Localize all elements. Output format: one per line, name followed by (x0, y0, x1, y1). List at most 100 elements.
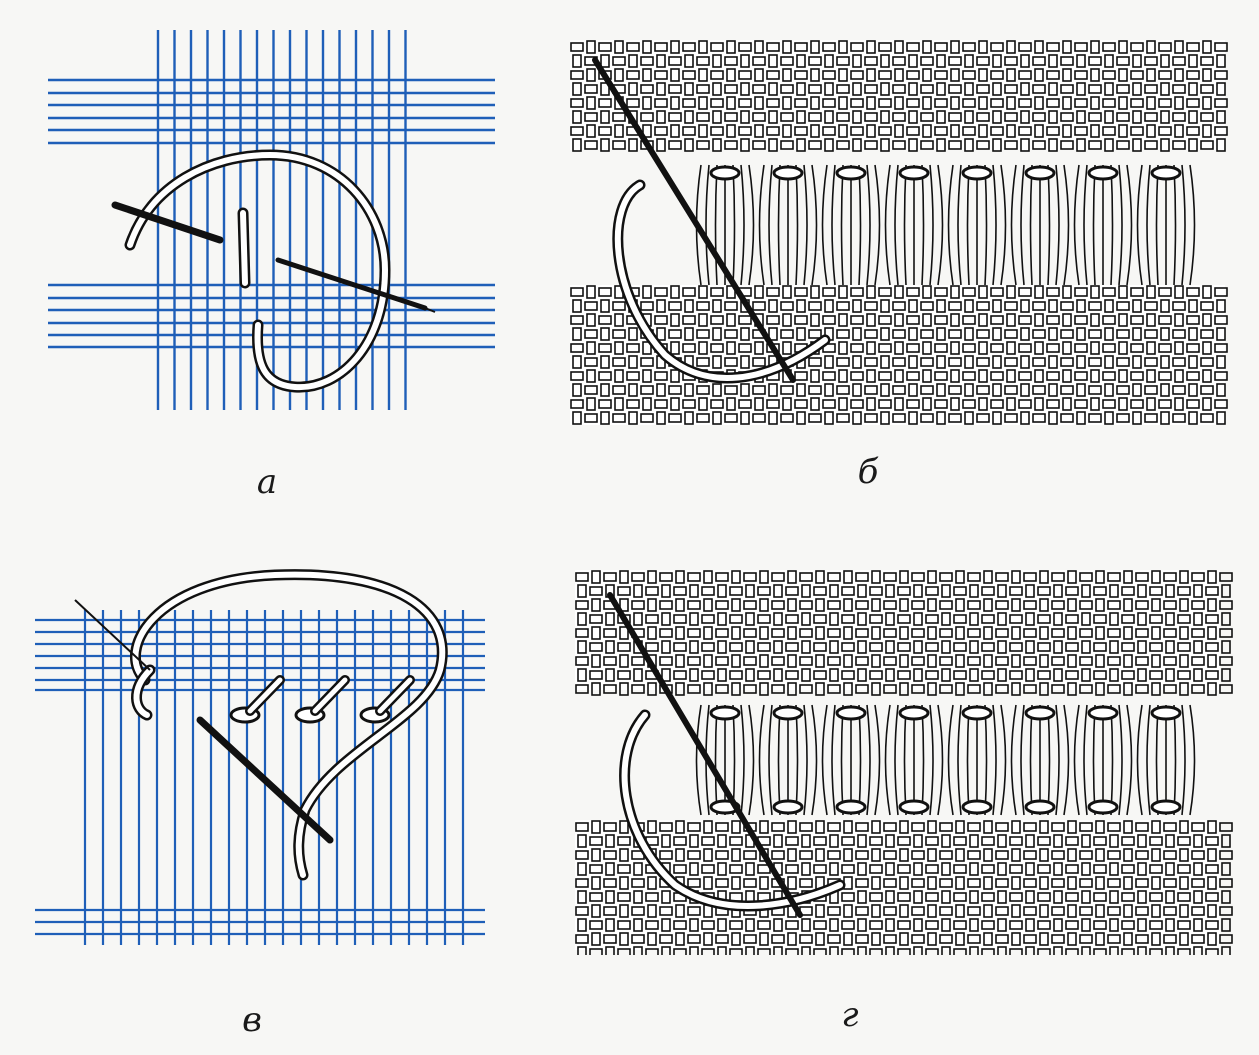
weave-cell (836, 301, 850, 311)
weave-cell (698, 313, 708, 327)
weave-cell (810, 40, 820, 54)
weave-cell (1034, 313, 1044, 327)
weave-cell (759, 626, 769, 640)
weave-cell (878, 126, 892, 136)
weave-cell (920, 56, 934, 66)
weave-cell (740, 138, 750, 152)
weave-cell (1088, 357, 1102, 367)
weave-cell (703, 876, 713, 890)
weave-cell (1144, 357, 1158, 367)
weave-cell (936, 355, 946, 369)
weave-cell (698, 341, 708, 355)
weave-cell (1163, 600, 1177, 610)
weave-cell (995, 906, 1009, 916)
weave-cell (1046, 42, 1060, 52)
weave-cell (1202, 369, 1212, 383)
weave-cell (983, 682, 993, 696)
weave-cell (955, 570, 965, 584)
weave-cell (696, 140, 710, 150)
weave-cell (1193, 834, 1203, 848)
weave-cell (780, 413, 794, 423)
weave-cell (1032, 301, 1046, 311)
weave-cell (745, 862, 755, 876)
weave-cell (955, 876, 965, 890)
weave-cell (1102, 315, 1116, 325)
weave-cell (897, 836, 911, 846)
weave-cell (1132, 138, 1142, 152)
bundle-thread (1083, 704, 1088, 816)
weave-cell (1062, 285, 1072, 299)
weave-cell (892, 140, 906, 150)
weave-cell (1048, 383, 1058, 397)
weave-cell (715, 684, 729, 694)
weave-cell (584, 329, 598, 339)
weave-cell (899, 848, 909, 862)
weave-cell (642, 285, 652, 299)
weave-cell (1025, 946, 1035, 955)
bundle-thread (1155, 164, 1159, 286)
weave-cell (899, 682, 909, 696)
weave-cell (1216, 411, 1226, 425)
weave-cell (586, 285, 596, 299)
weave-cell (1177, 614, 1191, 624)
weave-cell (673, 920, 687, 930)
bundle-thread (1020, 164, 1025, 286)
weave-cell (978, 285, 988, 299)
weave-cell (1137, 584, 1147, 598)
weave-cell (603, 684, 617, 694)
weave-cell (796, 299, 806, 313)
weave-cell (1081, 668, 1091, 682)
weave-cell (981, 920, 995, 930)
weave-cell (992, 110, 1002, 124)
weave-cell (675, 654, 685, 668)
weave-cell (1034, 124, 1044, 138)
weave-cell (628, 82, 638, 96)
weave-cell (1107, 934, 1121, 944)
needle (607, 592, 803, 918)
weave-cell (808, 84, 822, 94)
weave-cell (1004, 357, 1018, 367)
weave-cell (810, 124, 820, 138)
weave-cell (701, 642, 715, 652)
bundle-thread (803, 704, 808, 816)
weave-cell (1048, 110, 1058, 124)
weave-cell (656, 54, 666, 68)
weave-cell (1023, 628, 1037, 638)
weave-cell (1060, 56, 1074, 66)
weave-cell (1177, 892, 1191, 902)
weave-cell (617, 892, 631, 902)
weave-cell (953, 864, 967, 874)
weave-cell (780, 140, 794, 150)
weave-cell (1046, 126, 1060, 136)
weave-cell (740, 110, 750, 124)
weave-cell (925, 892, 939, 902)
weave-cell (668, 301, 682, 311)
weave-cell (1163, 656, 1177, 666)
weave-cell (824, 299, 834, 313)
weave-cell (1135, 656, 1149, 666)
weave-cell (866, 285, 876, 299)
weave-cell (1039, 904, 1049, 918)
weave-cell (591, 876, 601, 890)
weave-cell (953, 670, 967, 680)
weave-cell (1051, 628, 1065, 638)
weave-cell (572, 411, 582, 425)
weave-cell (992, 411, 1002, 425)
weave-cell (813, 642, 827, 652)
weave-cell (997, 612, 1007, 626)
weave-cell (766, 126, 780, 136)
weave-cell (794, 70, 808, 80)
weave-cell (605, 612, 615, 626)
weave-cell (813, 614, 827, 624)
weave-cell (992, 299, 1002, 313)
weave-cell (598, 315, 612, 325)
weave-cell (1221, 612, 1231, 626)
weave-cell (962, 126, 976, 136)
weave-cell (822, 287, 836, 297)
weave-cell (640, 112, 654, 122)
weave-cell (850, 98, 864, 108)
weave-cell (969, 640, 979, 654)
weave-cell (983, 904, 993, 918)
weave-cell (913, 862, 923, 876)
weave-cell (717, 862, 727, 876)
